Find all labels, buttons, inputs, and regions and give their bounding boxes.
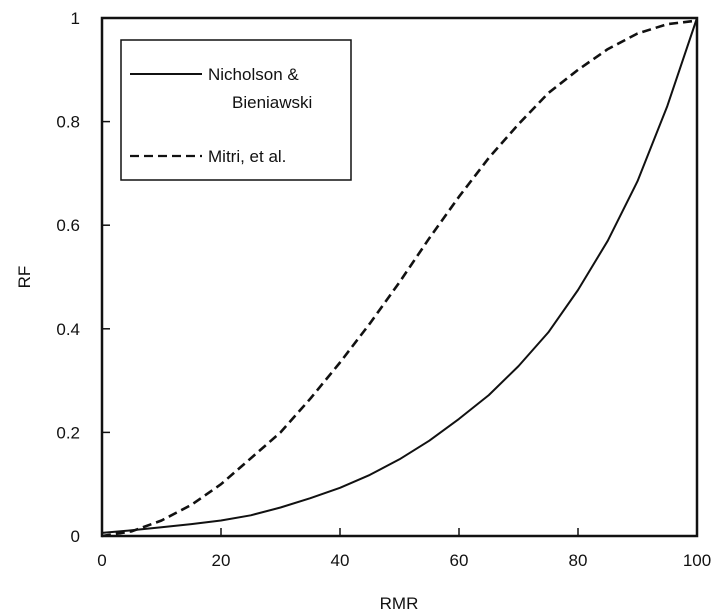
x-tick-label: 100: [683, 551, 711, 570]
y-tick-label: 0.2: [56, 423, 80, 442]
legend-label-nicholson-line1: Nicholson &: [208, 65, 299, 84]
y-tick-label: 0.8: [56, 113, 80, 132]
legend-label-mitri: Mitri, et al.: [208, 147, 286, 166]
series-layer: [101, 17, 698, 538]
legend: Nicholson & Bieniawski Mitri, et al.: [120, 39, 352, 181]
series-line-nicholson-bieniawski: [101, 17, 698, 534]
x-tick-label: 20: [212, 551, 231, 570]
y-tick-label: 0: [71, 527, 80, 546]
legend-label-nicholson-line2: Bieniawski: [232, 93, 312, 112]
x-tick-label: 80: [569, 551, 588, 570]
plot-frame: [100, 16, 699, 538]
x-axis-label: RMR: [380, 594, 419, 613]
y-axis-label: RF: [15, 266, 34, 289]
y-tick-label: 0.6: [56, 216, 80, 235]
x-tick-label: 60: [450, 551, 469, 570]
y-tick-label: 1: [71, 9, 80, 28]
x-tick-label: 0: [97, 551, 106, 570]
series-line-mitri-et-al: [101, 19, 698, 538]
y-tick-label: 0.4: [56, 320, 80, 339]
x-tick-label: 40: [331, 551, 350, 570]
